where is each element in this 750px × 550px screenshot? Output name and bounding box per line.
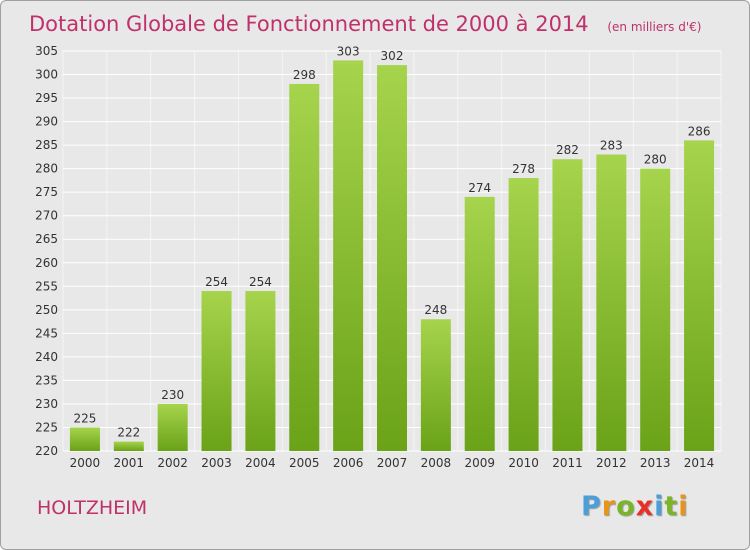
bar-value-label: 283 bbox=[600, 139, 623, 153]
bar-2008 bbox=[420, 319, 451, 451]
bar-value-label: 278 bbox=[512, 162, 535, 176]
x-tick-label: 2007 bbox=[377, 456, 408, 470]
bar-value-label: 282 bbox=[556, 143, 579, 157]
x-tick-label: 2012 bbox=[596, 456, 627, 470]
y-tick-label: 285 bbox=[35, 138, 58, 152]
logo-letter: P bbox=[581, 491, 602, 522]
bar-2004 bbox=[245, 291, 276, 451]
bar-2011 bbox=[552, 159, 583, 451]
x-tick-label: 2004 bbox=[245, 456, 276, 470]
y-tick-label: 260 bbox=[35, 256, 58, 270]
bar-2009 bbox=[464, 196, 495, 451]
bar-value-label: 302 bbox=[381, 49, 404, 63]
bar-2003 bbox=[201, 291, 232, 451]
bar-value-label: 254 bbox=[205, 275, 228, 289]
y-tick-label: 290 bbox=[35, 115, 58, 129]
bar-2002 bbox=[157, 403, 188, 451]
commune-name: HOLTZHEIM bbox=[37, 497, 148, 519]
x-tick-label: 2010 bbox=[508, 456, 539, 470]
y-axis: 220 225 230 235 240 245 250 255 260 265 270 275 280 2… bbox=[35, 44, 58, 458]
x-tick-label: 2014 bbox=[684, 456, 715, 470]
bar-value-label: 303 bbox=[337, 44, 360, 58]
x-tick-label: 2005 bbox=[289, 456, 320, 470]
x-tick-label: 2001 bbox=[114, 456, 145, 470]
bars bbox=[69, 60, 715, 452]
bar-value-label: 254 bbox=[249, 275, 272, 289]
x-tick-label: 2013 bbox=[640, 456, 671, 470]
chart-title-main: Dotation Globale de Fonctionnement de 20… bbox=[29, 12, 589, 36]
y-tick-label: 275 bbox=[35, 185, 58, 199]
x-tick-label: 2011 bbox=[552, 456, 583, 470]
logo-letter: i bbox=[678, 491, 689, 522]
y-tick-label: 270 bbox=[35, 209, 58, 223]
x-tick-label: 2006 bbox=[333, 456, 364, 470]
bar-value-label: 248 bbox=[424, 303, 447, 317]
bar-2006 bbox=[333, 60, 364, 451]
bar-2010 bbox=[508, 178, 539, 451]
y-tick-label: 295 bbox=[35, 91, 58, 105]
bar-value-label: 225 bbox=[73, 411, 96, 425]
bar-value-label: 298 bbox=[293, 68, 316, 82]
bar-value-label: 230 bbox=[161, 388, 184, 402]
bar-value-label: 274 bbox=[468, 181, 491, 195]
y-tick-label: 305 bbox=[35, 44, 58, 58]
y-tick-label: 225 bbox=[35, 420, 58, 434]
y-tick-label: 230 bbox=[35, 397, 58, 411]
bar-value-label: 280 bbox=[644, 153, 667, 167]
logo-letter: t bbox=[664, 491, 679, 522]
bar-value-label: 286 bbox=[688, 124, 711, 138]
logo-letter: i bbox=[654, 491, 665, 522]
x-tick-label: 2003 bbox=[201, 456, 232, 470]
bar-2014 bbox=[684, 140, 715, 452]
x-tick-label: 2002 bbox=[157, 456, 188, 470]
bar-value-label: 222 bbox=[117, 426, 140, 440]
y-tick-label: 300 bbox=[35, 68, 58, 82]
bar-2012 bbox=[596, 154, 627, 451]
chart-title: Dotation Globale de Fonctionnement de 20… bbox=[29, 12, 701, 36]
chart-unit: (en milliers d'€) bbox=[607, 20, 701, 34]
bar-2013 bbox=[640, 168, 671, 451]
logo-letter: r bbox=[601, 491, 617, 522]
y-tick-label: 245 bbox=[35, 326, 58, 340]
y-tick-label: 220 bbox=[35, 444, 58, 458]
bar-value-labels: 225 222 230 254 254 298 303 302 248 274 278 282 283 2… bbox=[73, 44, 710, 439]
proxiti-logo: Proxiti bbox=[581, 491, 689, 522]
x-tick-label: 2000 bbox=[70, 456, 101, 470]
bar-2001 bbox=[113, 441, 144, 451]
bar-2007 bbox=[377, 65, 407, 451]
y-tick-label: 255 bbox=[35, 279, 58, 293]
x-axis: 2000 2001 2002 2003 2004 2005 2006 2007 2008 2009… bbox=[70, 456, 715, 470]
logo-letter: o bbox=[616, 491, 636, 522]
bar-2000 bbox=[69, 427, 100, 451]
y-tick-label: 235 bbox=[35, 373, 58, 387]
y-tick-label: 240 bbox=[35, 350, 58, 364]
x-tick-label: 2009 bbox=[464, 456, 495, 470]
y-tick-label: 250 bbox=[35, 303, 58, 317]
bar-2005 bbox=[289, 83, 320, 452]
y-tick-label: 280 bbox=[35, 162, 58, 176]
logo-letter: x bbox=[635, 491, 655, 522]
y-tick-label: 265 bbox=[35, 232, 58, 246]
x-tick-label: 2008 bbox=[421, 456, 452, 470]
